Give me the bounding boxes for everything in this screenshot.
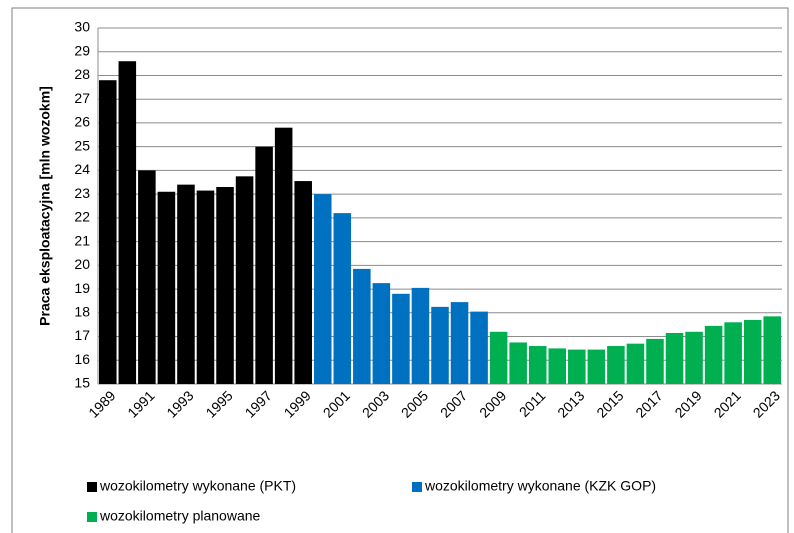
y-tick-label: 23 — [74, 185, 90, 201]
y-axis-label: Praca eksploatacyjna [mln wozokm] — [37, 86, 53, 326]
x-tick-label: 2003 — [359, 387, 392, 420]
legend-label: wozokilometry wykonane (PKT) — [99, 478, 296, 494]
x-tick-label: 2019 — [671, 387, 704, 420]
x-tick-label: 1995 — [202, 387, 235, 420]
y-tick-label: 26 — [74, 114, 90, 130]
x-tick-label: 2015 — [593, 387, 626, 420]
bar — [392, 293, 410, 384]
bar — [333, 213, 352, 384]
y-tick-label: 22 — [74, 209, 90, 225]
y-tick-label: 28 — [74, 66, 90, 82]
bar — [489, 331, 508, 384]
bar — [685, 331, 703, 384]
bar — [294, 181, 312, 384]
bar — [431, 306, 449, 384]
bar — [587, 349, 606, 384]
y-tick-label: 30 — [74, 19, 90, 35]
x-tick-label: 2009 — [476, 387, 509, 420]
y-tick-label: 24 — [74, 161, 90, 177]
y-tick-label: 17 — [74, 327, 90, 343]
x-tick-label: 2005 — [398, 387, 431, 420]
bar — [196, 190, 215, 384]
x-tick-label: 1997 — [242, 387, 275, 420]
bar — [646, 338, 664, 384]
x-tick-label: 2001 — [320, 387, 353, 420]
bar — [704, 325, 723, 384]
bar — [411, 287, 430, 384]
bar — [216, 187, 234, 384]
bar — [743, 319, 762, 384]
y-tick-label: 18 — [74, 304, 90, 320]
chart-frame — [11, 7, 789, 533]
x-tick-label: 2011 — [516, 387, 549, 420]
bar — [450, 302, 469, 384]
y-tick-label: 16 — [74, 351, 90, 367]
x-tick-label: 2023 — [750, 387, 783, 420]
x-tick-label: 2013 — [554, 387, 587, 420]
bar — [665, 332, 684, 384]
bar — [568, 349, 586, 384]
y-tick-label: 19 — [74, 280, 90, 296]
bar — [724, 322, 742, 384]
y-tick-label: 27 — [74, 90, 90, 106]
x-tick-label: 2007 — [437, 387, 470, 420]
y-tick-label: 25 — [74, 137, 90, 153]
bar — [626, 343, 645, 384]
bar — [548, 348, 567, 384]
y-tick-label: 20 — [74, 256, 90, 272]
bar — [157, 191, 176, 384]
legend-swatch — [87, 512, 97, 522]
x-tick-label: 1989 — [85, 387, 118, 420]
y-tick-label: 29 — [74, 42, 90, 58]
bar — [177, 184, 195, 384]
bar — [313, 194, 332, 384]
bar — [235, 176, 254, 384]
bar — [607, 346, 625, 384]
bar — [528, 346, 547, 384]
y-tick-label: 15 — [74, 375, 90, 391]
bar — [99, 80, 117, 385]
legend-label: wozokilometry wykonane (KZK GOP) — [424, 478, 656, 494]
bar — [470, 311, 488, 384]
legend-swatch — [412, 482, 422, 492]
bar — [138, 170, 156, 384]
x-tick-label: 2017 — [632, 387, 665, 420]
bar — [274, 127, 293, 385]
bar — [255, 146, 273, 384]
bar — [118, 61, 137, 385]
bar — [372, 283, 391, 384]
x-tick-label: 2021 — [711, 387, 744, 420]
y-tick-label: 21 — [74, 232, 90, 248]
legend-label: wozokilometry planowane — [99, 508, 261, 524]
x-tick-label: 1993 — [163, 387, 196, 420]
bar — [509, 342, 527, 384]
x-tick-label: 1991 — [124, 387, 157, 420]
x-tick-label: 1999 — [281, 387, 314, 420]
bar — [763, 316, 781, 384]
legend-swatch — [87, 482, 97, 492]
bar — [353, 268, 371, 384]
